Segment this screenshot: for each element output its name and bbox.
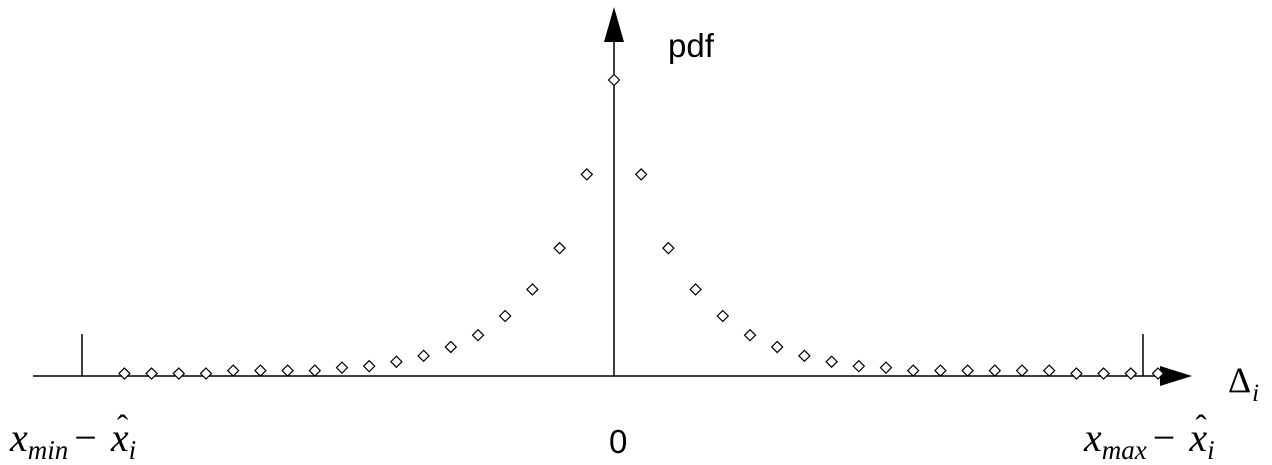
data-point-right-5	[770, 340, 784, 354]
data-point-right-15	[1042, 364, 1056, 377]
data-point-right-7	[825, 355, 838, 369]
right-bound-minus: −	[1152, 415, 1176, 460]
data-points	[118, 73, 1165, 380]
right-bound-hat-sub: i	[1207, 435, 1215, 465]
y-axis-label: pdf	[668, 27, 714, 64]
left-bound-sub: min	[27, 435, 69, 465]
data-point-left-3	[199, 367, 213, 380]
x-axis-subscript: i	[1252, 380, 1260, 407]
left-bound-hat-var: x	[111, 411, 129, 458]
right-bound-sub: max	[1101, 435, 1147, 465]
data-point-right-11	[934, 364, 947, 377]
x-axis-arrowhead	[1160, 366, 1192, 386]
x-axis-symbol: Δ	[1228, 360, 1252, 400]
right-bound-var: x	[1084, 415, 1102, 460]
data-point-right-13	[988, 364, 1002, 377]
data-point-left-4	[226, 364, 240, 377]
data-point-left-7	[308, 364, 322, 377]
data-point-left-15	[526, 283, 539, 296]
data-point-right-8	[852, 359, 866, 373]
right-bound-hat-var: x	[1189, 411, 1207, 458]
data-point-right-12	[961, 364, 974, 377]
data-point-left-5	[254, 364, 267, 377]
data-point-right-9	[879, 361, 893, 374]
data-point-left-14	[498, 309, 512, 323]
data-point-left-0	[118, 367, 131, 380]
data-point-left-11	[417, 349, 430, 363]
data-point-left-12	[444, 340, 458, 354]
data-point-left-16	[553, 241, 566, 255]
data-point-left-1	[145, 367, 158, 380]
data-point-right-19	[1151, 367, 1165, 380]
data-point-left-9	[362, 359, 376, 373]
data-point-right-6	[798, 349, 811, 363]
data-point-right-3	[716, 309, 730, 323]
data-point-left-8	[335, 361, 349, 374]
x-axis-label: Δi	[1228, 362, 1259, 406]
data-point-right-17	[1097, 367, 1110, 380]
data-point-left-17	[580, 168, 594, 181]
data-point-left-6	[281, 364, 294, 377]
data-point-right-2	[689, 283, 702, 296]
left-bound-minus: −	[74, 415, 97, 460]
left-bound-var: x	[10, 415, 28, 460]
data-point-right-10	[906, 364, 920, 377]
left-bound-label: xmin−xi	[10, 411, 137, 465]
data-point-right-1	[662, 241, 675, 255]
data-point-right-4	[743, 328, 757, 342]
data-point-left-10	[390, 355, 403, 369]
data-point-right-0	[634, 168, 648, 181]
y-axis-arrowhead	[604, 7, 624, 42]
data-point-left-2	[172, 367, 186, 380]
data-point-left-13	[471, 328, 485, 342]
data-point-left-18	[607, 73, 621, 87]
data-point-right-16	[1070, 367, 1083, 380]
origin-label: 0	[609, 423, 628, 460]
right-bound-label: xmax−xi	[1084, 411, 1215, 465]
data-point-right-14	[1015, 364, 1029, 377]
data-point-right-18	[1124, 367, 1138, 380]
left-bound-hat-sub: i	[128, 435, 137, 465]
